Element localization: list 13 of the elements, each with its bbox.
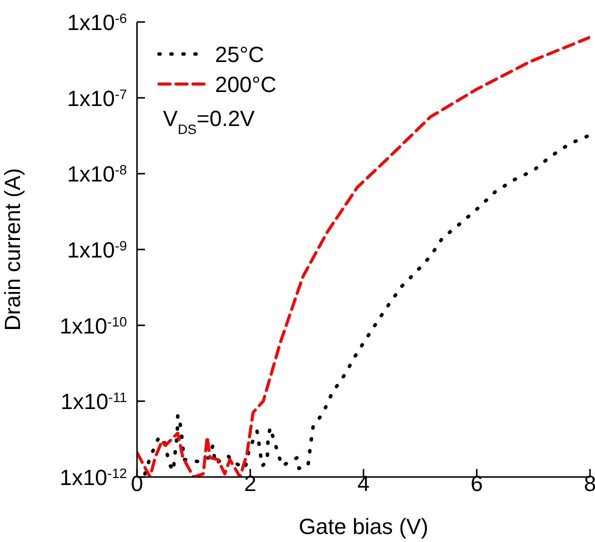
y-tick-label: 1x10$^{-12}$ [60, 465, 127, 490]
x-axis-title: Gate bias (V) [298, 514, 428, 539]
y-tick-label: 1x10$^{-8}$ [67, 162, 127, 187]
legend-label: 25°C [215, 42, 264, 67]
legend-label: 200°C [215, 72, 277, 97]
y-axis-title: Drain current (A) [0, 168, 25, 331]
y-tick-label: 1x10$^{-9}$ [67, 238, 127, 262]
y-tick-label: 1x10$^{-11}$ [60, 389, 127, 414]
y-tick-label: 1x10$^{-10}$ [60, 313, 128, 338]
y-tick-label: 1x10$^{-6}$ [67, 10, 127, 35]
x-tick-label: 4 [357, 471, 370, 496]
y-tick-label: 1x10$^{-7}$ [67, 86, 127, 111]
annotation: V$_{DS}$=0.2V [163, 106, 256, 136]
